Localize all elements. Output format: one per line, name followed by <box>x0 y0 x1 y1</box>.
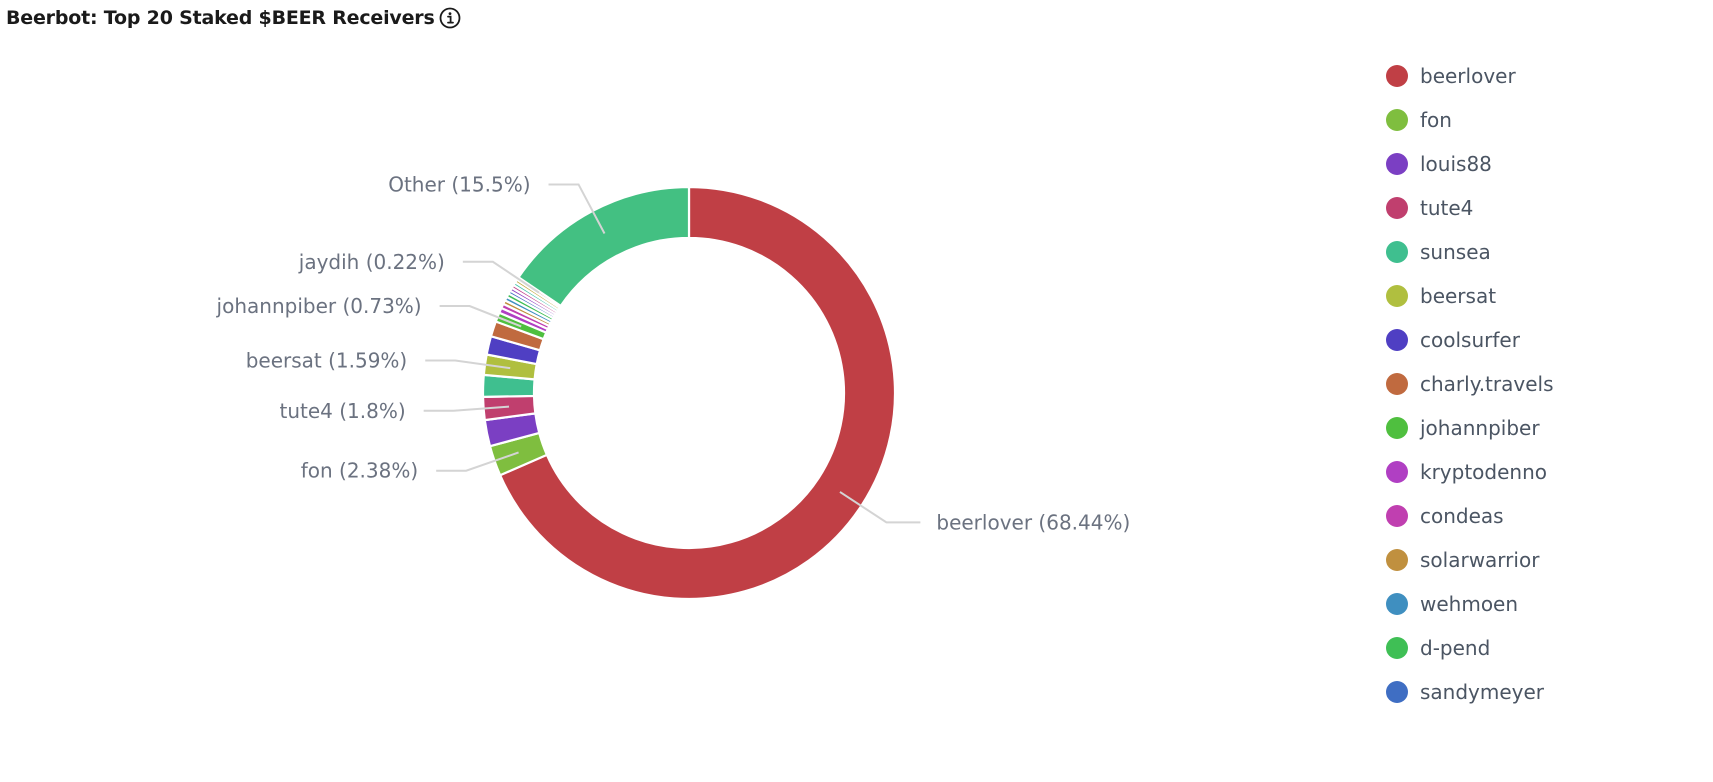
info-circle-icon[interactable] <box>439 7 461 29</box>
leader-line-beersat <box>425 359 511 370</box>
legend-label-condeas[interactable]: condeas <box>1420 504 1504 528</box>
slice-label-other: Other (15.5%) <box>388 172 530 196</box>
legend-swatch-louis88[interactable] <box>1386 153 1408 175</box>
donut-slices <box>481 185 897 601</box>
slice-other[interactable] <box>517 185 691 308</box>
chart-header: Beerbot: Top 20 Staked $BEER Receivers <box>6 4 461 32</box>
legend-label-sandymeyer[interactable]: sandymeyer <box>1420 680 1545 704</box>
legend-label-fon[interactable]: fon <box>1420 108 1452 132</box>
legend-swatch-condeas[interactable] <box>1386 505 1408 527</box>
leader-line-fon <box>436 451 519 472</box>
legend-swatch-solarwarrior[interactable] <box>1386 549 1408 571</box>
slice-label-jaydih: jaydih (0.22%) <box>298 250 445 274</box>
legend-label-kryptodenno[interactable]: kryptodenno <box>1420 460 1547 484</box>
slice-label-fon: fon (2.38%) <box>301 459 418 483</box>
leader-line-johannpiber <box>439 305 522 328</box>
legend-label-charly-travels[interactable]: charly.travels <box>1420 372 1554 396</box>
legend-swatch-fon[interactable] <box>1386 109 1408 131</box>
legend-label-wehmoen[interactable]: wehmoen <box>1420 592 1518 616</box>
legend-label-louis88[interactable]: louis88 <box>1420 152 1492 176</box>
leader-line-tute4 <box>423 405 510 412</box>
legend-swatch-sandymeyer[interactable] <box>1386 681 1408 703</box>
legend-label-coolsurfer[interactable]: coolsurfer <box>1420 328 1521 352</box>
chart-title: Beerbot: Top 20 Staked $BEER Receivers <box>6 7 435 29</box>
legend-label-beersat[interactable]: beersat <box>1420 284 1496 308</box>
legend: beerlover fon louis88 tute4 sunsea beersat coo… <box>1386 64 1554 704</box>
legend-swatch-charly-travels[interactable] <box>1386 373 1408 395</box>
legend-label-tute4[interactable]: tute4 <box>1420 196 1473 220</box>
legend-swatch-johannpiber[interactable] <box>1386 417 1408 439</box>
slice-labels: beerlover (68.44%) fon (2.38%) tute4 (1.8%… <box>216 172 1131 534</box>
legend-label-sunsea[interactable]: sunsea <box>1420 240 1491 264</box>
legend-label-d-pend[interactable]: d-pend <box>1420 636 1490 660</box>
slice-label-tute4: tute4 (1.8%) <box>279 399 405 423</box>
legend-swatch-coolsurfer[interactable] <box>1386 329 1408 351</box>
slice-beerlover[interactable] <box>498 185 897 601</box>
slice-label-beersat: beersat (1.59%) <box>246 349 408 373</box>
leader-line-beerlover <box>839 491 921 524</box>
slice-label-johannpiber: johannpiber (0.73%) <box>216 294 422 318</box>
legend-swatch-tute4[interactable] <box>1386 197 1408 219</box>
legend-swatch-beerlover[interactable] <box>1386 65 1408 87</box>
legend-swatch-beersat[interactable] <box>1386 285 1408 307</box>
leader-line-other <box>548 183 606 234</box>
leader-line-jaydih <box>462 260 540 294</box>
legend-label-johannpiber[interactable]: johannpiber <box>1419 416 1540 440</box>
legend-label-solarwarrior[interactable]: solarwarrior <box>1420 548 1540 572</box>
legend-label-beerlover[interactable]: beerlover <box>1420 64 1516 88</box>
label-leader-lines <box>423 183 921 524</box>
legend-swatch-d-pend[interactable] <box>1386 637 1408 659</box>
legend-swatch-wehmoen[interactable] <box>1386 593 1408 615</box>
legend-swatch-sunsea[interactable] <box>1386 241 1408 263</box>
slice-label-beerlover: beerlover (68.44%) <box>936 510 1130 534</box>
legend-swatch-kryptodenno[interactable] <box>1386 461 1408 483</box>
